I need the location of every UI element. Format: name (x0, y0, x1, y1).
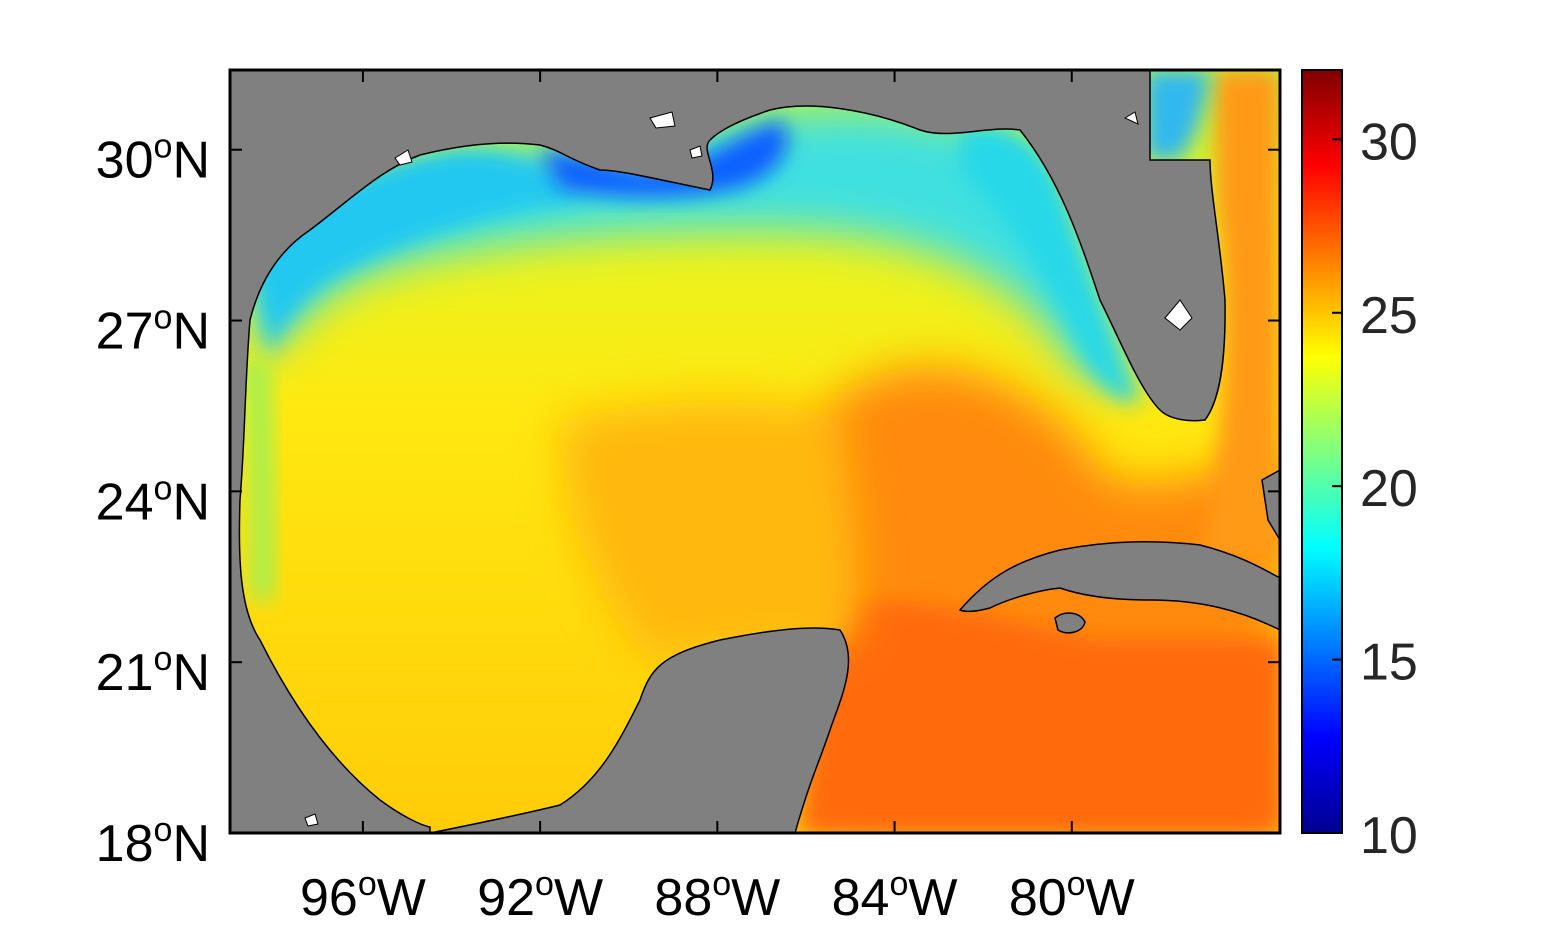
tick-degree: 21 (96, 644, 154, 702)
x-axis: 96oW 92oW 88oW 84oW 80oW (300, 70, 1135, 927)
tick-hemisphere: W (377, 869, 426, 927)
tick-label: 92oW (477, 865, 603, 927)
colorbar-tick-label: 20 (1360, 460, 1418, 518)
temperature-field-shading (240, 70, 1280, 833)
atlantic-shelf-cool (1145, 70, 1210, 160)
colorbar-tick-label: 15 (1360, 634, 1418, 692)
tick-label: 30oN (96, 128, 210, 190)
land-isla-juventud (1054, 612, 1086, 634)
tick-degree-symbol: o (535, 865, 554, 903)
tick-degree: 30 (96, 132, 154, 190)
land-cuba (958, 540, 1280, 631)
tick-degree-symbol: o (154, 128, 173, 166)
tick-hemisphere: N (172, 815, 210, 873)
tick-degree: 92 (477, 869, 535, 927)
tick-degree-symbol: o (154, 640, 173, 678)
colorbar: 10 15 20 25 30 (1301, 69, 1418, 865)
tick-label: 27oN (96, 299, 210, 361)
colorbar-gradient (1301, 69, 1343, 834)
tick-degree: 27 (96, 303, 154, 361)
land-masses (230, 70, 1280, 833)
tick-degree-symbol: o (358, 865, 377, 903)
tick-degree: 88 (654, 869, 712, 927)
tick-degree: 24 (96, 473, 154, 531)
colorbar-tick-label: 25 (1360, 287, 1418, 345)
colorbar-tick-label: 10 (1360, 807, 1418, 865)
tick-hemisphere: N (172, 644, 210, 702)
tick-hemisphere: W (731, 869, 780, 927)
tick-hemisphere: N (172, 303, 210, 361)
tick-degree: 84 (832, 869, 890, 927)
florida-shelf-cool (960, 127, 1140, 402)
speckle (649, 111, 676, 129)
tick-hemisphere: W (554, 869, 603, 927)
tick-label: 18oN (96, 811, 210, 873)
tick-hemisphere: W (1086, 869, 1135, 927)
speckle (1123, 111, 1139, 125)
land-yucatan (429, 627, 850, 833)
colorbar-ticks: 10 15 20 25 30 (1332, 113, 1418, 865)
tick-degree: 80 (1009, 869, 1067, 927)
caribbean-warm (800, 600, 1280, 833)
tick-degree-symbol: o (154, 299, 173, 337)
land-hispaniola-edge (1261, 469, 1280, 542)
tick-label: 24oN (96, 469, 210, 531)
central-gulf-warm (560, 401, 857, 660)
map-panel (230, 70, 1280, 833)
speckle (304, 813, 319, 827)
map-frame (228, 68, 1282, 835)
coastal-speckles (304, 111, 1193, 827)
tick-degree: 18 (96, 815, 154, 873)
tick-degree-symbol: o (154, 811, 173, 849)
tick-label: 84oW (832, 865, 958, 927)
tick-degree-symbol: o (154, 469, 173, 507)
tick-degree: 96 (300, 869, 358, 927)
tick-hemisphere: W (908, 869, 957, 927)
tick-label: 80oW (1009, 865, 1135, 927)
colorbar-tick-label: 30 (1360, 113, 1418, 171)
tick-label: 96oW (300, 865, 426, 927)
tick-hemisphere: N (172, 473, 210, 531)
tick-degree-symbol: o (889, 865, 908, 903)
florida-current-warm (1200, 70, 1280, 560)
western-coast-cool (240, 360, 275, 600)
land-north-america (230, 70, 1226, 833)
tick-degree-symbol: o (712, 865, 731, 903)
tick-label: 88oW (654, 865, 780, 927)
tick-label: 21oN (96, 640, 210, 702)
lake-okeechobee (1164, 299, 1193, 331)
tick-hemisphere: N (172, 132, 210, 190)
tick-degree-symbol: o (1067, 865, 1086, 903)
speckle (689, 145, 703, 159)
speckle (394, 149, 413, 166)
louisiana-shelf-cold (540, 120, 788, 198)
